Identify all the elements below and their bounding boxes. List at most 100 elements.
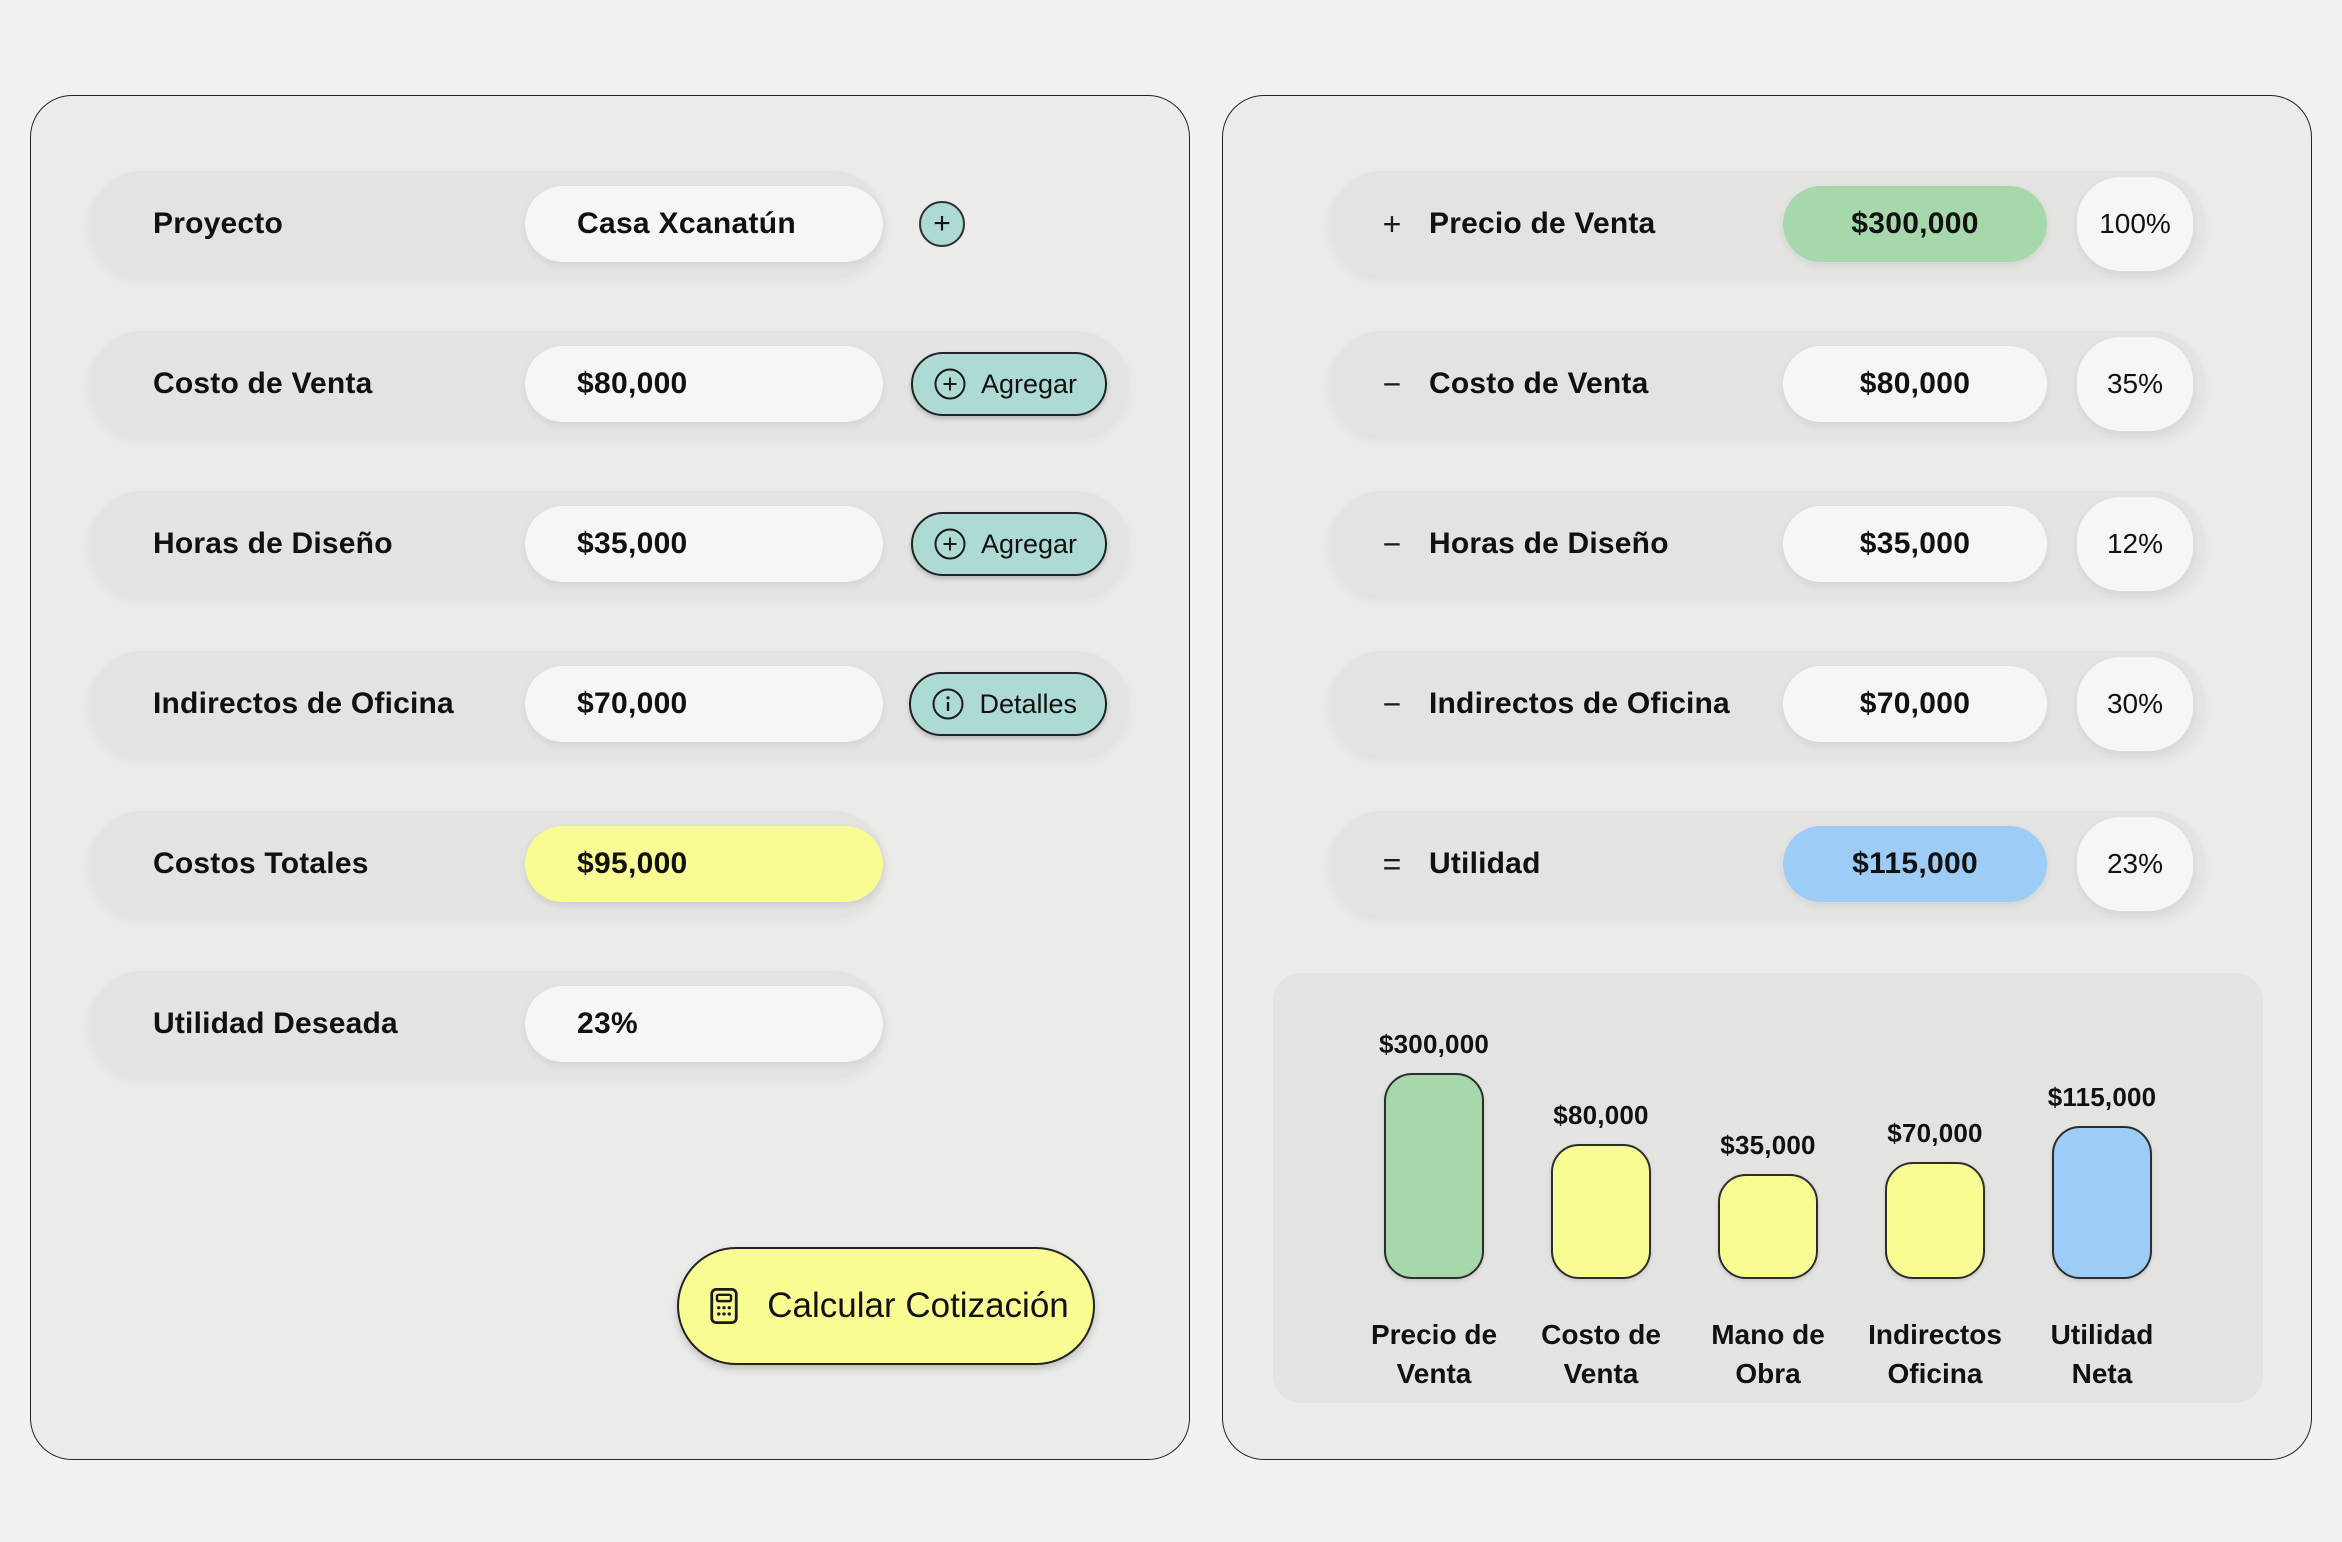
bar-category-label: Precio de Venta [1370,1319,1498,1389]
utilidad-deseada-row-pill: Utilidad Deseada 23% [89,971,885,1077]
quote-input-panel: Proyecto Casa Xcanatún + Costo de Venta … [30,95,1190,1460]
chart-column: $70,000 Indirectos Oficina [1856,973,2014,1403]
utilidad-value: $115,000 [1852,847,1978,880]
indirectos-summary-row: − Indirectos de Oficina $70,000 30% [1329,651,2205,757]
project-row-pill: Proyecto Casa Xcanatún [89,171,885,277]
chart-bar-utilidad-neta [2052,1126,2152,1279]
costo-venta-summary-value: $80,000 [1859,367,1971,400]
agregar-horas-button[interactable]: Agregar [910,512,1107,576]
precio-venta-label: Precio de Venta [1429,207,1656,240]
bar-zone: $300,000 [1355,973,1513,1279]
utilidad-percent: 23% [2106,848,2164,879]
costo-venta-percent: 35% [2106,368,2164,399]
indirectos-amount: $70,000 [1783,666,2047,742]
project-row: Proyecto Casa Xcanatún + [89,171,1131,277]
utilidad-deseada-label: Utilidad Deseada [153,1007,398,1040]
chart-bar-indirectos [1885,1162,1985,1279]
horas-diseno-percent-badge: 12% [2077,497,2193,591]
bar-value-label: $115,000 [2047,1082,2157,1112]
horas-diseno-summary-label: Horas de Diseño [1429,527,1669,560]
project-name-value: Casa Xcanatún [577,207,796,240]
utilidad-deseada-field[interactable]: 23% [525,986,883,1062]
horas-diseno-amount: $35,000 [1783,506,2047,582]
chart-column: $115,000 Utilidad Neta [2023,973,2181,1403]
cost-breakdown-chart: $300,000 Precio de Venta $80,000 Costo d… [1273,973,2263,1403]
chart-bar-costo-venta [1551,1144,1651,1279]
utilidad-row: = Utilidad $115,000 23% [1329,811,2205,917]
costo-venta-field[interactable]: $80,000 [525,346,883,422]
indirectos-label: Indirectos de Oficina [153,687,454,720]
project-name-field[interactable]: Casa Xcanatún [525,186,883,262]
bar-category-label: Costo de Venta [1541,1319,1661,1389]
agregar-label: Agregar [980,528,1077,559]
costos-totales-label: Costos Totales [153,847,369,880]
utilidad-amount: $115,000 [1783,826,2047,902]
indirectos-field[interactable]: $70,000 [525,666,883,742]
indirectos-percent-badge: 30% [2077,657,2193,751]
precio-venta-percent: 100% [2099,208,2171,239]
costo-venta-row: Costo de Venta $80,000 Agregar [89,331,1131,437]
chart-column: $35,000 Mano de Obra [1689,973,1847,1403]
costos-totales-row-pill: Costos Totales $95,000 [89,811,885,917]
horas-diseno-value: $35,000 [577,527,688,560]
costo-venta-label: Costo de Venta [153,367,373,400]
detalles-button[interactable]: Detalles [909,672,1107,736]
horas-diseno-field[interactable]: $35,000 [525,506,883,582]
chart-column: $300,000 Precio de Venta [1355,973,1513,1403]
calcular-cotizacion-label: Calcular Cotización [767,1286,1069,1325]
precio-venta-value: $300,000 [1851,207,1979,240]
costo-venta-value: $80,000 [577,367,688,400]
costos-totales-result: $95,000 [525,826,883,902]
agregar-label: Agregar [980,368,1077,399]
summary-rows: + Precio de Venta $300,000 100% − Costo … [1223,171,2311,917]
add-project-button[interactable]: + [919,201,965,247]
plus-icon: + [933,207,951,240]
minus-sign: − [1382,685,1402,722]
chart-bar-mano-obra [1718,1174,1818,1279]
costo-venta-row-pill: Costo de Venta $80,000 Agregar [89,331,1129,437]
costo-venta-summary-row: − Costo de Venta $80,000 35% [1329,331,2205,437]
chart-bar-precio-venta [1384,1073,1484,1279]
indirectos-summary-label: Indirectos de Oficina [1429,687,1730,720]
indirectos-row: Indirectos de Oficina $70,000 Detalles [89,651,1131,757]
costos-totales-row: Costos Totales $95,000 [89,811,1131,917]
bar-zone: $115,000 [2023,973,2181,1279]
utilidad-deseada-row: Utilidad Deseada 23% [89,971,1131,1077]
indirectos-row-pill: Indirectos de Oficina $70,000 Detalles [89,651,1129,757]
horas-diseno-percent: 12% [2106,528,2164,559]
agregar-costo-venta-button[interactable]: Agregar [910,352,1107,416]
equals-sign: = [1382,845,1402,882]
bar-value-label: $300,000 [1378,1029,1490,1059]
utilidad-deseada-value: 23% [577,1007,638,1040]
horas-diseno-label: Horas de Diseño [153,527,393,560]
plus-circle-icon [934,528,966,560]
costo-venta-percent-badge: 35% [2077,337,2193,431]
calcular-cotizacion-button[interactable]: Calcular Cotización [677,1247,1095,1365]
precio-venta-row: + Precio de Venta $300,000 100% [1329,171,2205,277]
utilidad-percent-badge: 23% [2077,817,2193,911]
costos-totales-value: $95,000 [577,847,688,880]
quote-summary-panel: + Precio de Venta $300,000 100% − Costo … [1222,95,2312,1460]
bar-category-label: Utilidad Neta [2050,1319,2154,1389]
costo-venta-amount: $80,000 [1783,346,2047,422]
calculator-icon [710,1287,738,1325]
bar-value-label: $35,000 [1720,1130,1816,1160]
bar-category-label: Indirectos Oficina [1868,1319,2002,1389]
indirectos-percent: 30% [2106,688,2164,719]
precio-venta-percent-badge: 100% [2077,177,2193,271]
bar-category-label: Mano de Obra [1711,1319,1825,1389]
plus-sign: + [1382,205,1402,242]
indirectos-value: $70,000 [577,687,688,720]
plus-circle-icon [934,368,966,400]
minus-sign: − [1382,525,1402,562]
indirectos-summary-value: $70,000 [1859,687,1971,720]
bar-zone: $70,000 [1856,973,2014,1279]
minus-sign: − [1382,365,1402,402]
precio-venta-amount: $300,000 [1783,186,2047,262]
project-label: Proyecto [153,207,283,240]
costo-venta-summary-label: Costo de Venta [1429,367,1649,400]
bar-value-label: $80,000 [1553,1100,1649,1130]
horas-diseno-summary-value: $35,000 [1859,527,1971,560]
horas-diseno-row-pill: Horas de Diseño $35,000 Agregar [89,491,1129,597]
bar-zone: $35,000 [1689,973,1847,1279]
